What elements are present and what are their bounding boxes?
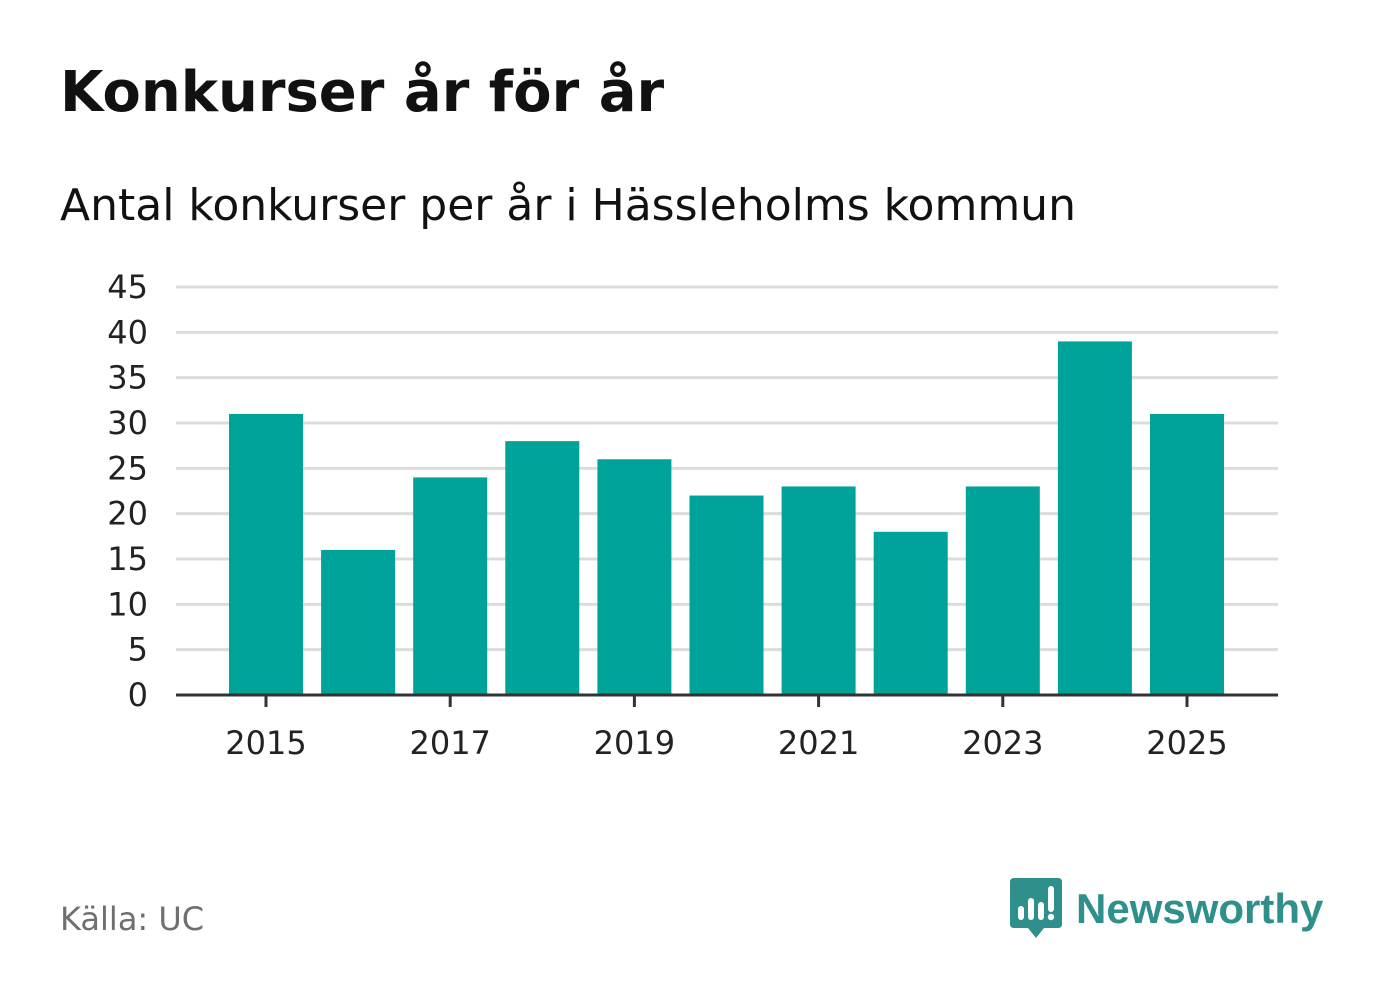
brand-name: Newsworthy (1076, 885, 1324, 932)
x-tick-label: 2019 (594, 724, 675, 762)
newsworthy-logo-icon (1010, 878, 1062, 938)
bars (229, 341, 1224, 695)
x-tick-label: 2025 (1146, 724, 1227, 762)
chart-title: Konkurser år för år (60, 60, 665, 125)
y-tick-label: 0 (128, 676, 148, 714)
y-tick-label: 5 (128, 631, 148, 669)
bar-2019 (597, 459, 672, 695)
bar-2020 (689, 495, 764, 695)
bar-2022 (873, 531, 948, 695)
bar-2023 (965, 486, 1040, 695)
bar-2015 (229, 413, 303, 695)
x-tick-label: 2023 (962, 724, 1043, 762)
bar-2021 (781, 486, 856, 695)
y-axis-labels: 0 5 10 15 20 25 30 35 40 45 (107, 268, 148, 714)
x-tick-label: 2015 (225, 724, 306, 762)
bar-2018 (505, 441, 580, 695)
y-tick-label: 10 (107, 585, 148, 623)
y-tick-label: 45 (107, 268, 148, 306)
bar-2025 (1150, 413, 1224, 695)
bar-2017 (413, 477, 488, 695)
bar-2024 (1057, 341, 1132, 695)
chart-subtitle: Antal konkurser per år i Hässleholms kom… (60, 180, 1076, 231)
x-axis (176, 693, 1278, 707)
y-tick-label: 25 (107, 449, 148, 487)
source-note: Källa: UC (60, 900, 205, 938)
y-tick-label: 15 (107, 540, 148, 578)
brand: Newsworthy (1010, 876, 1323, 942)
y-tick-label: 30 (107, 404, 148, 442)
bar-2016 (321, 549, 396, 695)
x-axis-labels: 2015 2017 2019 2021 2023 2025 (225, 724, 1227, 762)
y-tick-label: 35 (107, 359, 148, 397)
y-tick-label: 40 (107, 313, 148, 351)
x-tick-label: 2017 (409, 724, 490, 762)
x-tick-label: 2021 (778, 724, 859, 762)
y-tick-label: 20 (107, 495, 148, 533)
